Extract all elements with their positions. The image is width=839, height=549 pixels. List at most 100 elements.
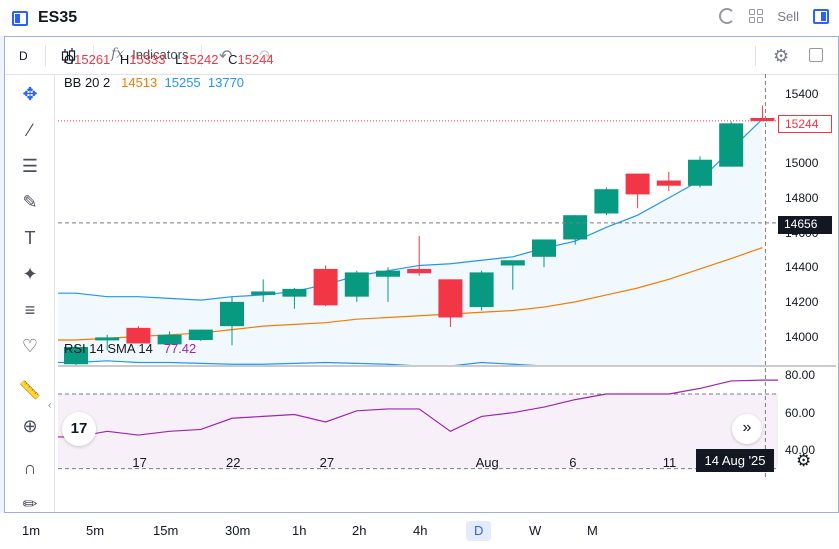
top-bar: ES35 Sell <box>0 0 839 36</box>
timeframe-30m[interactable]: 30m <box>225 523 251 538</box>
reload-icon[interactable] <box>719 8 736 24</box>
bb-lower-value: 13770 <box>207 75 245 90</box>
candle-body <box>344 272 369 297</box>
timeframe-2h[interactable]: 2h <box>352 523 367 538</box>
toolbar-divider <box>755 46 756 66</box>
price-chart[interactable] <box>0 0 839 513</box>
pattern-icon[interactable]: ✦ <box>22 263 38 284</box>
rsi-value: 77.42 <box>163 341 197 356</box>
close-value: 15244 <box>237 52 274 67</box>
open-key: O <box>64 52 75 67</box>
rsi-label: RSI 14 SMA 14 <box>64 341 153 356</box>
timeframe-4h[interactable]: 4h <box>413 523 428 538</box>
low-value: 15242 <box>182 52 219 67</box>
timeframe-W[interactable]: W <box>529 523 542 538</box>
trend-line-icon[interactable]: ∕ <box>28 119 32 140</box>
toolbar-divider <box>93 46 94 66</box>
high-key: H <box>119 52 130 67</box>
candle-body <box>64 346 88 365</box>
date-tick-label: 22 <box>226 455 241 470</box>
ohlc-legend: O15261 H15333 L15242 C15244 <box>64 52 280 67</box>
brush-icon[interactable]: ✎ <box>22 191 38 212</box>
price-tick-label: 14000 <box>785 329 819 344</box>
fib-retracement-icon[interactable]: ☰ <box>21 155 39 176</box>
candle-body <box>532 239 556 257</box>
candle-style-icon[interactable] <box>60 47 78 65</box>
date-tick-label: 11 <box>662 455 677 470</box>
candle-body <box>719 123 744 167</box>
drawing-toolbar: ✥ ∕ ☰ ✎ T ✦ ≡ ♡ 📏 ⊕ ∩ ✏ <box>5 75 55 514</box>
candle-body <box>188 329 213 340</box>
tradingview-logo-icon[interactable]: 17 <box>62 412 96 446</box>
candle-body <box>313 268 338 306</box>
chart-toolbar: D fx Indicators ↶ ↷ ⚙ <box>5 37 838 75</box>
crosshair-price-label: 14656 <box>778 216 832 234</box>
timeframe-1h[interactable]: 1h <box>292 523 307 538</box>
candle-body <box>95 337 120 341</box>
undo-icon[interactable]: ↶ <box>219 48 233 65</box>
price-tick-label: 15000 <box>785 156 819 171</box>
candle-body <box>407 268 432 274</box>
timeframe-5m[interactable]: 5m <box>86 523 105 538</box>
date-tick-label: 17 <box>132 455 147 470</box>
chart-settings-icon[interactable]: ⚙ <box>796 451 812 470</box>
price-tick-label: 14200 <box>785 294 819 309</box>
open-value: 15261 <box>74 52 111 67</box>
bb-label: BB 20 2 <box>64 75 111 90</box>
forecast-icon[interactable]: ≡ <box>24 299 36 320</box>
redo-icon[interactable]: ↷ <box>259 48 273 65</box>
layout-grid-icon[interactable] <box>749 9 764 23</box>
candle-body <box>656 180 681 186</box>
rsi-line <box>58 379 778 438</box>
date-tick-label: Aug <box>475 455 499 470</box>
trade-panel-icon[interactable] <box>813 8 829 24</box>
indicators-label: Indicators <box>132 46 189 62</box>
rsi-tick-label: 40.00 <box>785 443 816 457</box>
timeframe-15m[interactable]: 15m <box>153 523 179 538</box>
magnet-icon[interactable]: ∩ <box>23 457 37 478</box>
candle-body <box>126 327 151 344</box>
chart-frame: D fx Indicators ↶ ↷ ⚙ ✥ ∕ ☰ ✎ T ✦ ≡ ♡ 📏 … <box>4 36 839 514</box>
bb-upper-value: 15255 <box>164 75 201 90</box>
bb-upper-line <box>58 118 763 301</box>
zoom-in-icon[interactable]: ⊕ <box>22 415 38 436</box>
symbol-name[interactable]: ES35 <box>38 9 78 26</box>
favorites-heart-icon[interactable]: ♡ <box>21 335 39 356</box>
collapse-toolbar-icon[interactable]: ‹ <box>48 400 52 411</box>
last-price-label: 15244 <box>778 115 832 133</box>
candle-body <box>469 272 494 308</box>
rsi-tick-label: 80.00 <box>785 368 816 383</box>
timeframe-M[interactable]: M <box>587 523 598 538</box>
candle-body <box>594 189 619 214</box>
crosshair-icon[interactable]: ✥ <box>22 83 38 104</box>
fullscreen-icon[interactable] <box>809 48 823 62</box>
sell-button[interactable]: Sell <box>777 8 799 24</box>
candle-body <box>282 288 307 297</box>
candle-body <box>688 159 712 186</box>
fx-icon: fx <box>111 46 125 62</box>
price-tick-label: 15400 <box>785 86 819 101</box>
date-tick-label: 6 <box>569 455 577 470</box>
candle-body <box>157 334 182 345</box>
timeframe-bar: 1m 5m 15m 30m 1h 2h 4h D W M <box>0 513 839 549</box>
low-key: L <box>175 52 183 67</box>
bb-basis-value: 14513 <box>121 75 158 90</box>
price-tick-label: 14400 <box>785 260 819 275</box>
toolbar-divider <box>201 46 202 66</box>
bollinger-legend[interactable]: BB 20 2 14513 15255 13770 <box>64 75 244 90</box>
scroll-to-realtime-icon[interactable]: » <box>732 414 762 444</box>
close-key: C <box>228 52 238 67</box>
text-icon[interactable]: T <box>24 227 36 248</box>
symbol-panel-icon[interactable] <box>12 11 28 26</box>
candle-body <box>563 215 588 240</box>
eraser-icon[interactable]: ✏ <box>22 493 38 514</box>
timeframe-selector[interactable]: D <box>19 49 28 63</box>
rsi-legend[interactable]: RSI 14 SMA 14 77.42 <box>64 341 196 356</box>
candle-body <box>500 260 525 266</box>
ruler-icon[interactable]: 📏 <box>18 379 42 400</box>
indicators-button[interactable]: fx Indicators <box>111 46 188 62</box>
timeframe-1m[interactable]: 1m <box>22 523 41 538</box>
settings-icon[interactable]: ⚙ <box>773 46 790 66</box>
toolbar-divider <box>45 46 46 66</box>
timeframe-D[interactable]: D <box>466 521 492 541</box>
